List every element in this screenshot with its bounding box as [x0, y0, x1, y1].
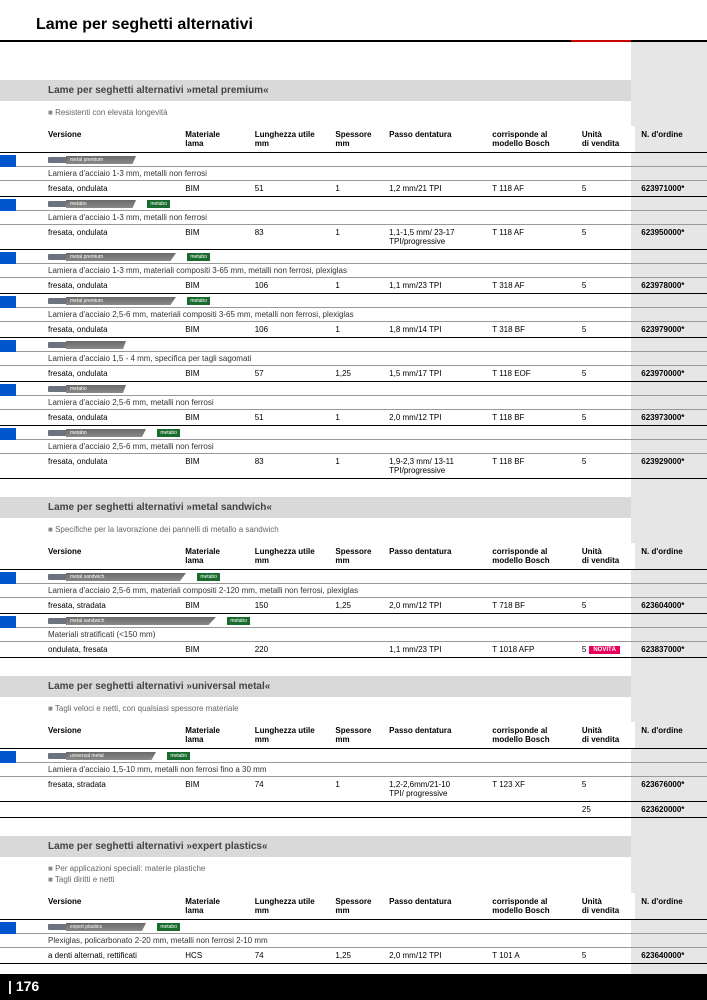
- blade-image-row: metal sandwich metabo: [0, 614, 707, 628]
- section-bullets: Specifiche per la lavorazione dei pannel…: [48, 524, 707, 535]
- blade-image-row: metabo metabo: [0, 197, 707, 211]
- data-row: fresata, ondulata BIM 106 1 1,8 mm/14 TP…: [0, 322, 707, 338]
- data-row: fresata, stradata BIM 74 1 1,2-2,6mm/21-…: [0, 777, 707, 802]
- spec-table: Versione Materialelama Lunghezza utilemm…: [0, 893, 707, 964]
- page-title: Lame per seghetti alternativi: [36, 16, 253, 34]
- blade-image-row: universal metal metabo: [0, 749, 707, 763]
- data-row: fresata, ondulata BIM 51 1 2,0 mm/12 TPI…: [0, 410, 707, 426]
- content-area: Lame per seghetti alternativi »metal pre…: [0, 62, 707, 964]
- group-description-row: Lamiera d'acciaio 1-3 mm, materiali comp…: [0, 264, 707, 278]
- blade-image-row: metal premium metabo: [0, 294, 707, 308]
- spec-table: Versione Materialelama Lunghezza utilemm…: [0, 126, 707, 479]
- footer-bar: [0, 974, 707, 1000]
- group-description-row: Materiali stratificati (<150 mm): [0, 628, 707, 642]
- group-description-row: Lamiera d'acciaio 2,5-6 mm, materiali co…: [0, 584, 707, 598]
- blade-image-row: metal premium: [0, 153, 707, 167]
- data-row: fresata, ondulata BIM 106 1 1,1 mm/23 TP…: [0, 278, 707, 294]
- blade-image-row: metal sandwich metabo: [0, 570, 707, 584]
- data-row: fresata, ondulata BIM 57 1,25 1,5 mm/17 …: [0, 366, 707, 382]
- section-bullets: Per applicazioni speciali: materie plast…: [48, 863, 707, 885]
- data-row: fresata, ondulata BIM 83 1 1,1-1,5 mm/ 2…: [0, 225, 707, 250]
- group-description-row: Lamiera d'acciaio 1,5 - 4 mm, specifica …: [0, 352, 707, 366]
- data-row: fresata, ondulata BIM 83 1 1,9-2,3 mm/ 1…: [0, 454, 707, 479]
- group-description-row: Lamiera d'acciaio 1,5-10 mm, metalli non…: [0, 763, 707, 777]
- section-header: Lame per seghetti alternativi »metal san…: [0, 497, 631, 518]
- section-bullets: Resistenti con elevata longevità: [48, 107, 707, 118]
- section-header: Lame per seghetti alternativi »universal…: [0, 676, 631, 697]
- spec-table: Versione Materialelama Lunghezza utilemm…: [0, 543, 707, 658]
- section-header: Lame per seghetti alternativi »metal pre…: [0, 80, 631, 101]
- blade-image-row: metal premium metabo: [0, 250, 707, 264]
- group-description-row: Plexiglas, policarbonato 2-20 mm, metall…: [0, 934, 707, 948]
- group-description-row: Lamiera d'acciaio 1-3 mm, metalli non fe…: [0, 211, 707, 225]
- section-header: Lame per seghetti alternativi »expert pl…: [0, 836, 631, 857]
- data-row: a denti alternati, rettificati HCS 74 1,…: [0, 948, 707, 964]
- blade-image-row: metabo: [0, 382, 707, 396]
- group-description-row: Lamiera d'acciaio 2,5-6 mm, metalli non …: [0, 396, 707, 410]
- data-row: 25 623620000*: [0, 802, 707, 818]
- group-description-row: Lamiera d'acciaio 1-3 mm, metalli non fe…: [0, 167, 707, 181]
- page-number: | 176: [8, 978, 39, 994]
- data-row: fresata, ondulata BIM 51 1 1,2 mm/21 TPI…: [0, 181, 707, 197]
- blade-image-row: metabo metabo: [0, 426, 707, 440]
- title-accent: [571, 40, 631, 42]
- blade-image-row: expert plastics metabo: [0, 920, 707, 934]
- data-row: fresata, stradata BIM 150 1,25 2,0 mm/12…: [0, 598, 707, 614]
- spec-table: Versione Materialelama Lunghezza utilemm…: [0, 722, 707, 818]
- blade-image-row: [0, 338, 707, 352]
- group-description-row: Lamiera d'acciaio 2,5-6 mm, materiali co…: [0, 308, 707, 322]
- section-bullets: Tagli veloci e netti, con qualsiasi spes…: [48, 703, 707, 714]
- group-description-row: Lamiera d'acciaio 2,5-6 mm, metalli non …: [0, 440, 707, 454]
- data-row: ondulata, fresata BIM 220 1,1 mm/23 TPI …: [0, 642, 707, 658]
